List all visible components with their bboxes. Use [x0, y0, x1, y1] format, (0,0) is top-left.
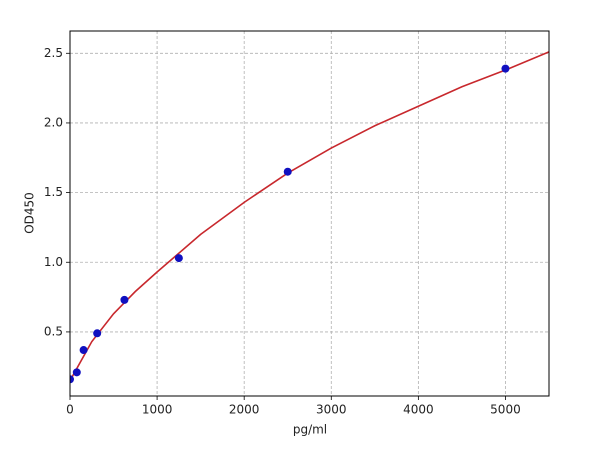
- point: [174, 254, 183, 263]
- axes: 0 1000 2000 3000 4000 5000 0.5 1.0 1.5 2.0 2.5: [44, 46, 521, 417]
- point: [70, 375, 74, 384]
- y-tick-label: 2.0: [44, 115, 63, 129]
- point: [283, 167, 292, 176]
- point: [79, 346, 88, 355]
- x-tick-label: 0: [66, 403, 74, 417]
- y-tick-label: 1.0: [44, 255, 63, 269]
- x-tick-label: 5000: [490, 403, 521, 417]
- y-tick-label: 2.5: [44, 46, 63, 60]
- plot-area: [70, 31, 549, 396]
- fit-curve: [70, 51, 549, 382]
- point: [93, 329, 102, 338]
- point: [501, 64, 510, 73]
- x-axis-label: pg/ml: [293, 423, 327, 437]
- y-tick-label: 1.5: [44, 185, 63, 199]
- point: [120, 295, 129, 304]
- plot-frame: [69, 30, 550, 397]
- x-tick-label: 3000: [316, 403, 347, 417]
- x-tick-label: 4000: [403, 403, 434, 417]
- data: [70, 51, 549, 384]
- y-tick-label: 0.5: [44, 324, 63, 338]
- x-tick-label: 2000: [229, 403, 260, 417]
- point: [72, 368, 81, 377]
- x-tick-label: 1000: [142, 403, 173, 417]
- y-axis-label: OD450: [23, 192, 37, 234]
